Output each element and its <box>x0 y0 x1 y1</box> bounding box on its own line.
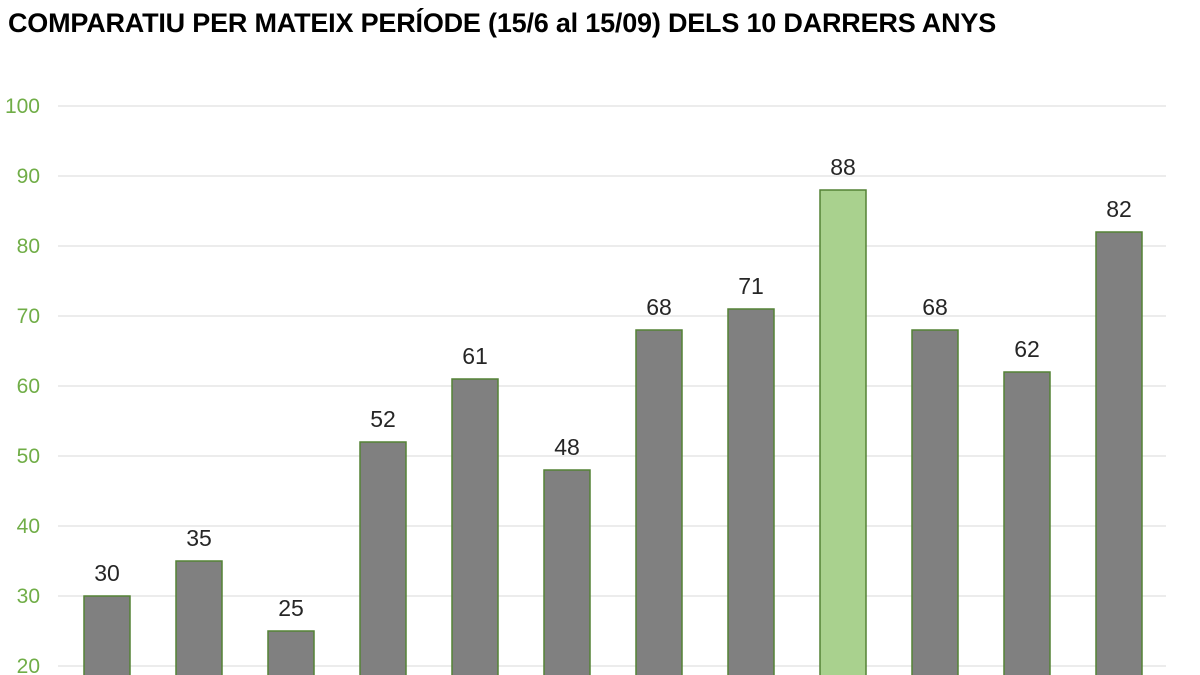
y-tick-label: 80 <box>17 235 40 258</box>
y-tick-label: 30 <box>17 585 40 608</box>
y-tick-label: 100 <box>5 95 40 118</box>
bar <box>175 560 223 675</box>
y-tick-label: 50 <box>17 445 40 468</box>
data-label: 61 <box>462 343 488 369</box>
y-tick-label: 20 <box>17 655 40 675</box>
data-label: 35 <box>186 525 212 551</box>
bar <box>543 469 591 675</box>
data-label: 68 <box>922 294 948 320</box>
data-label: 25 <box>278 595 304 621</box>
data-label: 62 <box>1014 336 1040 362</box>
bar <box>1003 371 1051 675</box>
bar <box>83 595 131 675</box>
bar <box>451 378 499 675</box>
data-labels: 30 35 25 52 61 48 68 71 88 68 62 82 <box>94 154 1132 621</box>
y-tick-label: 70 <box>17 305 40 328</box>
y-tick-label: 90 <box>17 165 40 188</box>
bar <box>727 308 775 675</box>
bars <box>83 189 1143 675</box>
data-label: 30 <box>94 560 120 586</box>
y-axis: 20 30 40 50 60 70 80 90 100 <box>5 95 40 675</box>
bar-highlighted <box>819 189 867 675</box>
bar <box>911 329 959 675</box>
gridlines <box>58 105 1166 667</box>
y-tick-label: 60 <box>17 375 40 398</box>
bar <box>359 441 407 675</box>
y-tick-label: 40 <box>17 515 40 538</box>
bar <box>1095 231 1143 675</box>
data-label: 52 <box>370 406 396 432</box>
bar <box>635 329 683 675</box>
data-label: 88 <box>830 154 856 180</box>
chart-title: COMPARATIU PER MATEIX PERÍODE (15/6 al 1… <box>8 8 997 38</box>
data-label: 82 <box>1106 196 1132 222</box>
data-label: 48 <box>554 434 580 460</box>
bar <box>267 630 315 675</box>
data-label: 71 <box>738 273 764 299</box>
data-label: 68 <box>646 294 672 320</box>
